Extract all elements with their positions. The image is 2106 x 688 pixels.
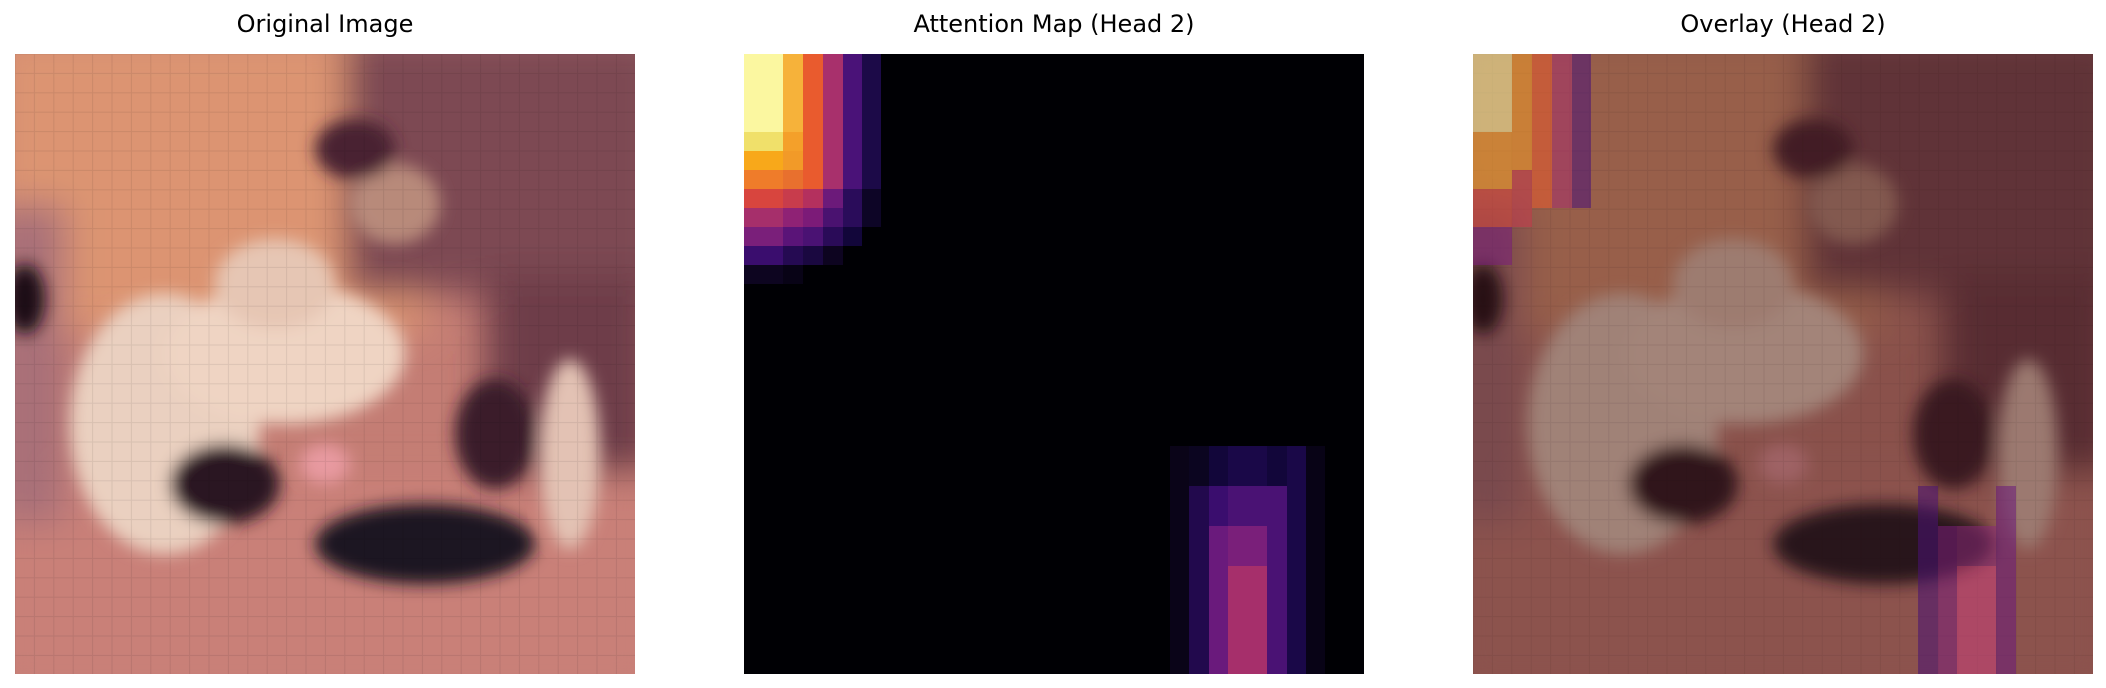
original-image [15,54,635,674]
overlay-heat [1473,54,2016,674]
panel-overlay: Overlay (Head 2) [1473,0,2093,688]
original-image-svg [15,54,635,674]
attention-hotspot-top-left [744,54,881,284]
panel-title-attention: Attention Map (Head 2) [913,10,1195,38]
panel-original: Original Image [15,0,635,688]
attention-heatmap-svg [744,54,1364,674]
attention-hotspot-bottom-right [1170,446,1325,674]
panel-title-overlay: Overlay (Head 2) [1680,10,1886,38]
overlay-image-svg [1473,54,2093,674]
attention-heatmap [744,54,1364,674]
overlay-image [1473,54,2093,674]
panel-title-original: Original Image [236,10,414,38]
panel-attention: Attention Map (Head 2) [744,0,1364,688]
